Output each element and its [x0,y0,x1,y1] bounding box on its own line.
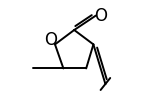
Text: O: O [44,31,57,49]
Text: O: O [94,7,107,25]
